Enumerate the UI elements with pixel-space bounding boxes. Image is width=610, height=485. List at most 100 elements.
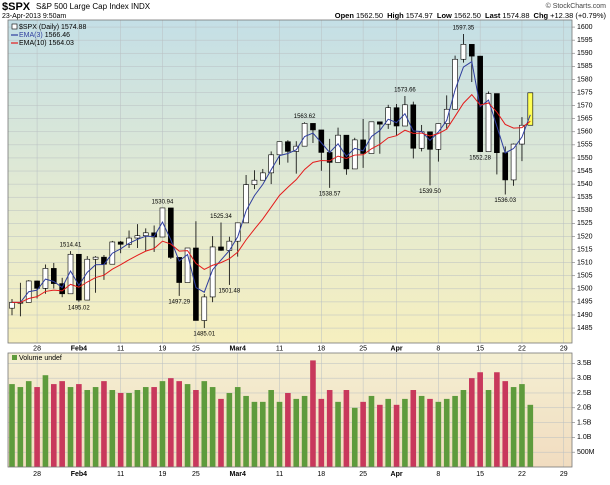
volume-bar — [360, 401, 366, 467]
x-tick-label: 28 — [33, 345, 41, 352]
y-tick-label: 500M — [577, 449, 595, 456]
volume-bar — [402, 398, 408, 467]
candle-body — [385, 107, 392, 125]
volume-bar — [101, 381, 107, 467]
y-tick-label: 1515 — [577, 246, 593, 253]
volume-bar — [427, 398, 433, 467]
y-tick-label: 1.5B — [577, 419, 592, 426]
x-tick-label: 29 — [560, 471, 568, 478]
candle-body — [502, 152, 509, 181]
high-label: 1525.34 — [210, 214, 232, 220]
candle-body — [301, 123, 308, 147]
volume-bar — [151, 387, 157, 467]
quote-value: 1574.88 — [502, 11, 529, 20]
volume-bar — [176, 381, 182, 467]
quote-value: 1562.50 — [454, 11, 481, 20]
source: © StockCharts.com — [546, 2, 607, 10]
x-tick-label: Mar4 — [230, 471, 246, 478]
x-tick-label: 18 — [317, 345, 325, 352]
candle-body — [151, 232, 157, 238]
volume-bar — [209, 387, 216, 467]
volume-bar — [343, 390, 350, 467]
candle-body — [351, 139, 358, 170]
y-tick-label: 1590 — [577, 50, 593, 57]
volume-bar — [477, 372, 483, 467]
candle-body — [519, 124, 525, 145]
x-tick-label: 25 — [359, 345, 367, 352]
candle-body — [9, 302, 15, 309]
low-label: 1501.48 — [219, 289, 241, 295]
volume-bar — [109, 390, 116, 467]
volume-bar — [435, 401, 442, 467]
legend-value: 1566.46 — [45, 32, 70, 39]
candle-body — [67, 253, 74, 295]
candle-body — [377, 121, 383, 125]
candle-body — [142, 232, 149, 236]
candle-body — [209, 246, 216, 298]
volume-bar — [326, 390, 333, 467]
candle-body — [226, 240, 233, 251]
low-label: 1539.50 — [419, 189, 441, 195]
ema-line — [12, 93, 531, 303]
volume-bar — [519, 384, 525, 467]
y-tick-label: 3.0B — [577, 375, 592, 382]
candle-body — [259, 172, 266, 181]
x-tick-label: Apr — [391, 471, 403, 478]
legend: $SPX (Daily) 1574.88 EMA(3) 1566.46 EMA(… — [11, 23, 86, 362]
y-tick-label: 1495 — [577, 299, 593, 306]
x-tick-label: 11 — [117, 345, 124, 352]
candle-body — [368, 121, 375, 154]
volume-bar — [510, 387, 517, 467]
y-tick-label: 2.0B — [577, 405, 592, 412]
y-tick-label: 1555 — [577, 142, 593, 149]
volume-bar — [368, 395, 375, 467]
volume-bar — [469, 378, 475, 467]
quote-label: High — [387, 11, 404, 20]
volume-bar — [443, 398, 450, 467]
high-label: 1573.66 — [394, 88, 416, 94]
x-tick-label: 15 — [476, 471, 484, 478]
volume-bar — [126, 392, 132, 467]
x-tick-label: Mar4 — [230, 345, 246, 352]
candle-body — [84, 258, 91, 301]
candle-body — [134, 235, 141, 239]
candle-body — [276, 141, 283, 156]
volume-bar — [460, 390, 467, 467]
y-tick-label: 1565 — [577, 116, 593, 123]
x-tick-label: 29 — [560, 345, 568, 352]
volume-bar — [67, 387, 74, 467]
candle-body — [510, 143, 517, 181]
y-tick-label: 1575 — [577, 89, 593, 96]
y-tick-label: 1485 — [577, 325, 593, 332]
x-tick-label: Feb4 — [71, 471, 87, 478]
y-tick-label: 1540 — [577, 181, 593, 188]
volume-bar — [502, 381, 509, 467]
candle-body — [42, 268, 49, 289]
candle-body — [126, 237, 132, 245]
low-label: 1485.01 — [193, 332, 215, 338]
y-tick-label: 1490 — [577, 312, 593, 319]
volume-bar — [117, 392, 124, 467]
volume-bar — [159, 381, 166, 467]
high-label: 1563.62 — [294, 114, 316, 120]
volume-bar — [59, 381, 65, 467]
candle-body — [402, 104, 408, 127]
y-tick-label: 1535 — [577, 194, 593, 201]
candle-body — [76, 253, 82, 301]
y-tick-label: 1585 — [577, 63, 593, 70]
quote-label: Last — [485, 11, 501, 20]
volume-bar — [9, 384, 15, 467]
volume-bar — [234, 387, 241, 467]
quote-value: 1562.50 — [356, 11, 383, 20]
mark-layer: 1514.41 1495.02 1530.94 1497.29 1485.01 1525.… — [9, 26, 534, 467]
volume-bar — [251, 401, 258, 467]
legend-name: $SPX (Daily) — [19, 24, 59, 31]
y-tick-label: 1505 — [577, 273, 593, 280]
volume-bar — [193, 390, 199, 467]
volume-bar — [377, 404, 383, 467]
y-tick-label: 1520 — [577, 233, 593, 240]
volume-bar — [335, 401, 341, 467]
x-tick-label: 25 — [192, 345, 200, 352]
